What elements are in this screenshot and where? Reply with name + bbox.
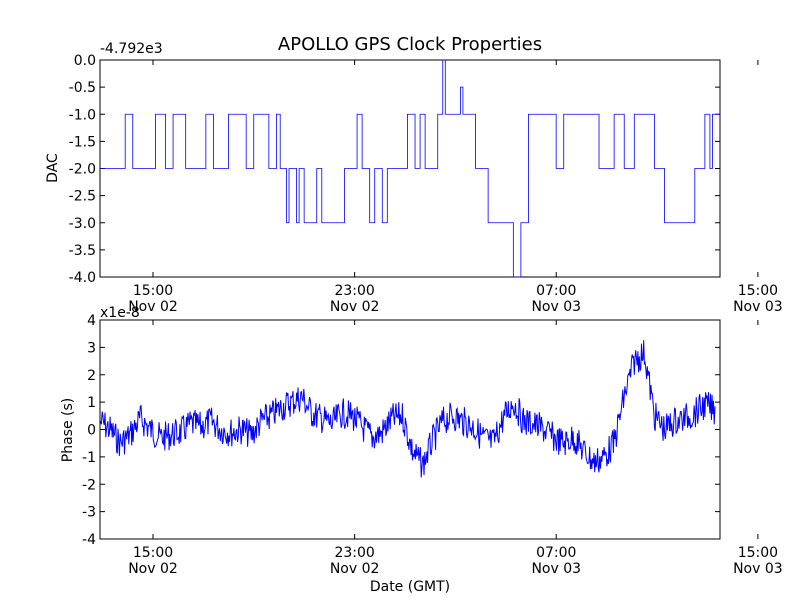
x-tick-label-date: Nov 02: [330, 299, 380, 315]
x-tick-label-time: 15:00: [133, 545, 173, 561]
x-tick-label-time: 07:00: [536, 283, 576, 299]
y-tick-label: -3.0: [69, 216, 96, 232]
y-tick-label: -1: [82, 450, 96, 466]
y-tick-label: 0.0: [74, 53, 96, 69]
x-tick-label-date: Nov 03: [531, 299, 581, 315]
chart-title: APOLLO GPS Clock Properties: [278, 34, 542, 55]
y-tick-label: -1.0: [69, 107, 96, 123]
y-tick-label: 1: [87, 395, 96, 411]
x-tick-label-time: 15:00: [738, 545, 778, 561]
phase-series-line: [99, 340, 716, 478]
x-tick-label-date: Nov 03: [733, 561, 783, 577]
dac-offset-label: -4.792e3: [100, 41, 163, 57]
y-tick-label: -4.0: [69, 270, 96, 286]
y-tick-label: -2: [82, 477, 96, 493]
dac-axes: -4.792e3 DAC -4.0 -3.5 -3.0 -2.5 -2.0 -1.5 -1.…: [45, 41, 783, 315]
y-tick-label: 3: [87, 340, 96, 356]
y-tick-label: -0.5: [69, 80, 96, 96]
y-tick-label: -2.5: [69, 189, 96, 205]
dac-y-axis-label: DAC: [45, 153, 61, 183]
dac-series-line: [100, 59, 720, 278]
x-tick-label-date: Nov 02: [128, 561, 178, 577]
x-tick-label-time: 15:00: [738, 283, 778, 299]
x-tick-label-date: Nov 02: [128, 299, 178, 315]
x-tick-label-time: 23:00: [334, 545, 374, 561]
x-tick-label-date: Nov 03: [531, 561, 581, 577]
x-tick-label-date: Nov 03: [733, 299, 783, 315]
y-tick-label: -2.0: [69, 162, 96, 178]
y-tick-label: 4: [87, 313, 96, 329]
x-tick-label-time: 23:00: [334, 283, 374, 299]
phase-x-axis-label: Date (GMT): [370, 579, 450, 595]
phase-y-axis-label: Phase (s): [60, 398, 76, 462]
y-tick-label: 0: [87, 423, 96, 439]
y-tick-label: -1.5: [69, 134, 96, 150]
y-tick-label: -3: [82, 505, 96, 521]
y-tick-label: -3.5: [69, 243, 96, 259]
x-tick-label-time: 07:00: [536, 545, 576, 561]
x-tick-label-time: 15:00: [133, 283, 173, 299]
x-tick-label-date: Nov 02: [330, 561, 380, 577]
y-tick-label: 2: [87, 368, 96, 384]
y-tick-label: -4: [82, 532, 96, 548]
dac-y-ticks: -4.0 -3.5 -3.0 -2.5 -2.0 -1.5 -1.0 -0.5 0.0: [69, 53, 720, 286]
phase-scale-label: x1e-8: [100, 305, 140, 321]
phase-y-ticks: -4 -3 -2 -1 0 1 2 3 4: [82, 313, 720, 548]
